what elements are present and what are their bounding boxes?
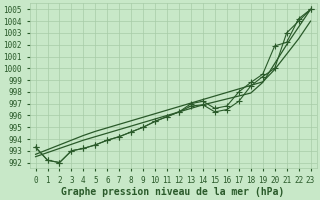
X-axis label: Graphe pression niveau de la mer (hPa): Graphe pression niveau de la mer (hPa) (61, 186, 285, 197)
